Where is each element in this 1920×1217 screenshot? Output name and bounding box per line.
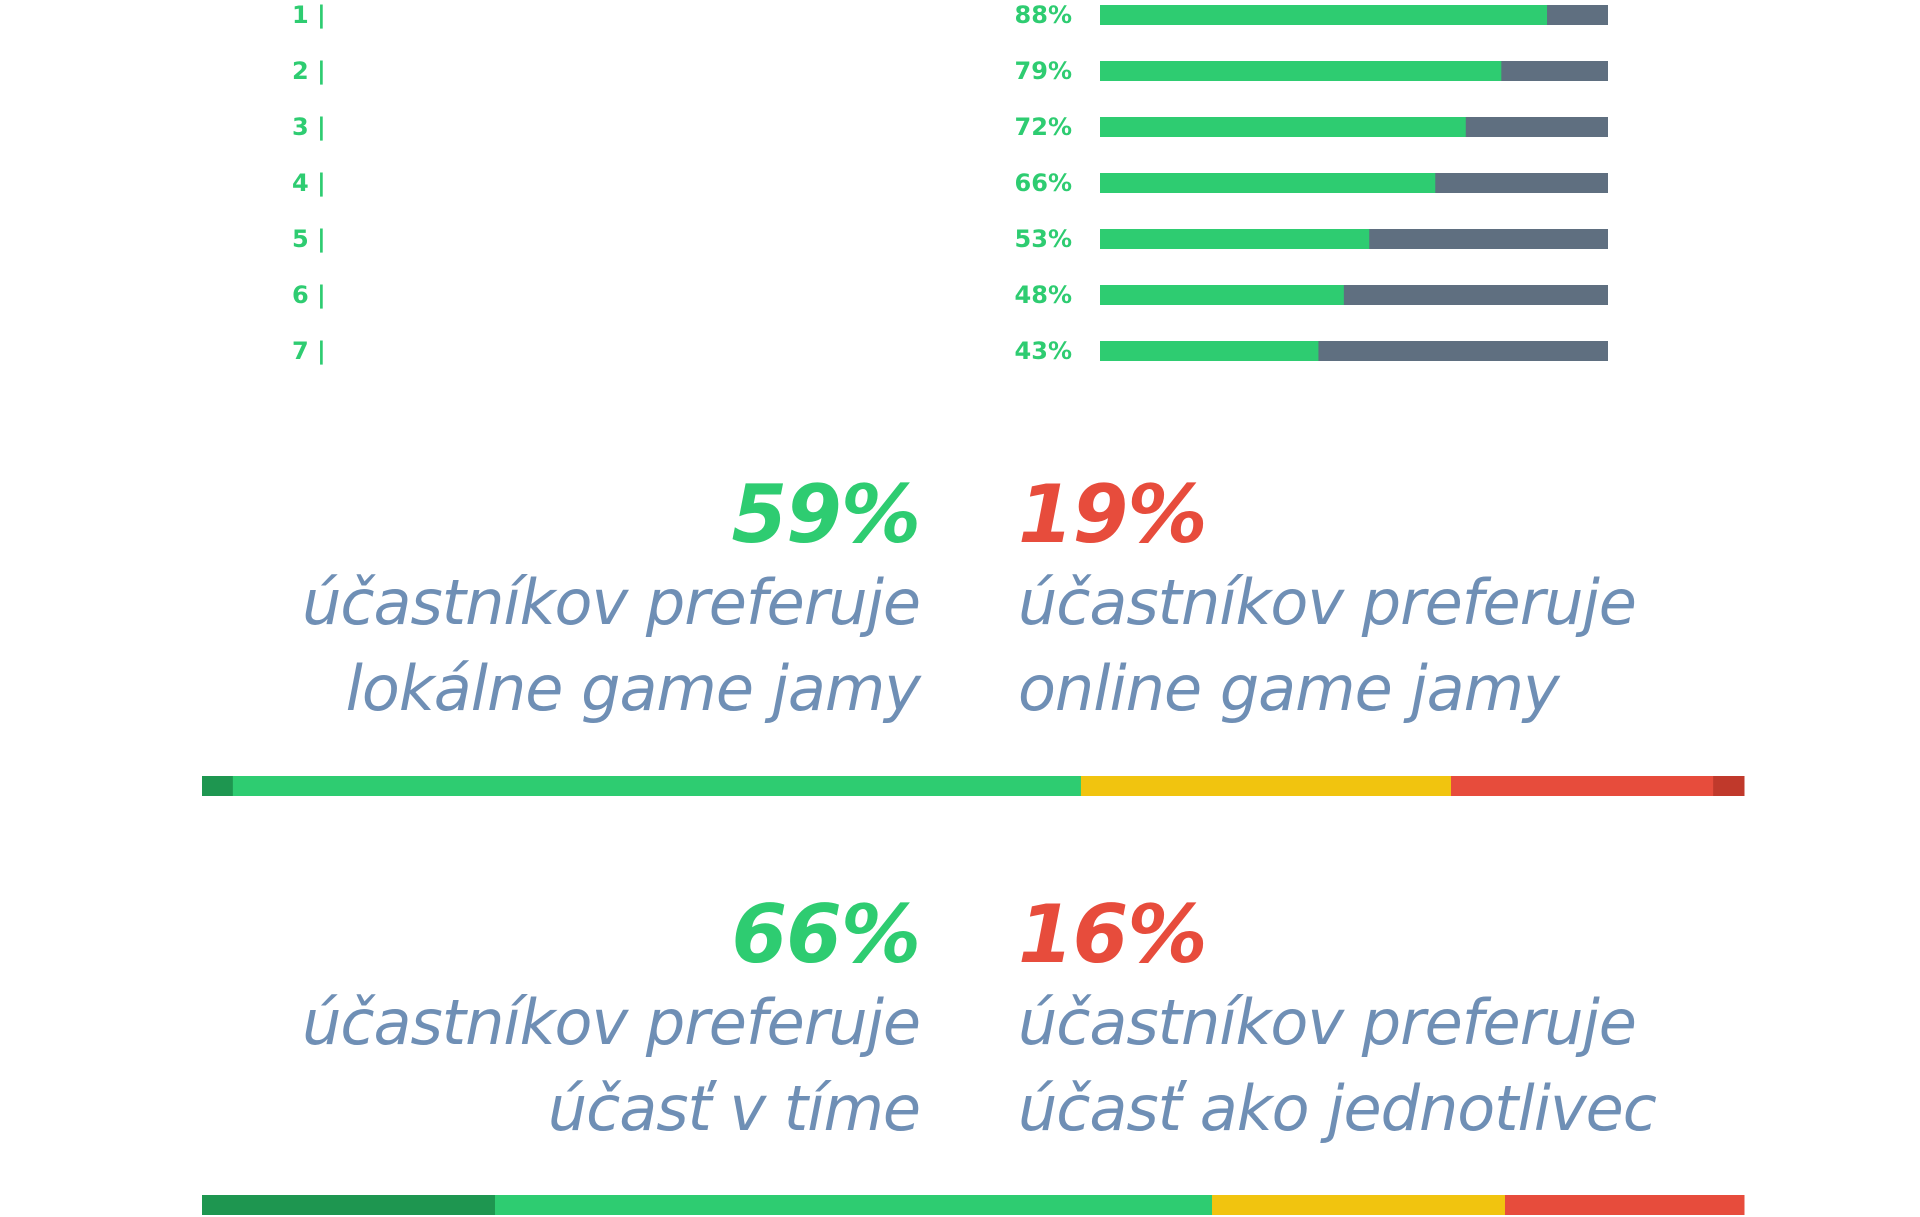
local-jams-stat: 59% účastníkov preferuje lokálne game ja… xyxy=(160,468,921,732)
rank-bar-fill xyxy=(1100,229,1370,249)
rank-percent-label: 72% xyxy=(1014,113,1072,141)
rank-percent-label: 48% xyxy=(1014,281,1072,309)
local-jams-percent: 59% xyxy=(731,468,921,561)
rank-number: 3 | xyxy=(292,113,326,141)
individual-percent: 16% xyxy=(1018,888,1207,981)
individual-line2: účasť ako jednotlivec xyxy=(1018,1072,1657,1145)
individual-stat: 16% účastníkov preferuje účasť ako jedno… xyxy=(1018,890,1778,1152)
online-jams-line2: online game jamy xyxy=(1018,652,1560,725)
stripe-segment xyxy=(202,776,234,796)
stripe-segment xyxy=(1713,776,1745,796)
stripe-segment xyxy=(1451,776,1714,796)
individual-line1: účastníkov preferuje xyxy=(1018,986,1637,1059)
rank-percent-label: 88% xyxy=(1014,1,1072,29)
stripe-segment xyxy=(232,776,1082,796)
rank-percent-label: 43% xyxy=(1014,337,1072,365)
rank-bar-fill xyxy=(1100,173,1436,193)
stripe-segment xyxy=(202,1195,496,1215)
rank-bar-fill xyxy=(1100,61,1502,81)
online-jams-percent: 19% xyxy=(1018,468,1207,561)
jam-preference-stripe xyxy=(202,776,1745,796)
online-jams-line1: účastníkov preferuje xyxy=(1018,566,1637,639)
rank-bar-fill xyxy=(1100,285,1344,305)
rank-bar-fill xyxy=(1100,117,1466,137)
stripe-segment xyxy=(1212,1195,1506,1215)
rank-number: 6 | xyxy=(292,281,326,309)
local-jams-line1: účastníkov preferuje xyxy=(302,566,921,639)
team-percent: 66% xyxy=(731,888,921,981)
team-stat: 66% účastníkov preferuje účasť v tíme xyxy=(160,888,921,1152)
rank-bar-chart xyxy=(1100,5,1608,361)
stripe-segment xyxy=(1504,1195,1745,1215)
online-jams-stat: 19% účastníkov preferuje online game jam… xyxy=(1018,470,1778,732)
rank-percent-label: 53% xyxy=(1014,225,1072,253)
rank-number: 7 | xyxy=(292,337,326,365)
rank-percent-label: 79% xyxy=(1014,57,1072,85)
rank-number: 1 | xyxy=(292,1,326,29)
team-line2: účasť v tíme xyxy=(547,1072,921,1145)
team-line1: účastníkov preferuje xyxy=(302,986,921,1059)
rank-percent-label: 66% xyxy=(1014,169,1072,197)
rank-bar-fill xyxy=(1100,341,1319,361)
team-preference-stripe xyxy=(202,1195,1745,1215)
stripe-segment xyxy=(494,1195,1213,1215)
rank-bar-fill xyxy=(1100,5,1548,25)
local-jams-line2: lokálne game jamy xyxy=(345,652,921,725)
rank-number: 5 | xyxy=(292,225,326,253)
rank-number: 4 | xyxy=(292,169,326,197)
stripe-segment xyxy=(1080,776,1452,796)
rank-number: 2 | xyxy=(292,57,326,85)
